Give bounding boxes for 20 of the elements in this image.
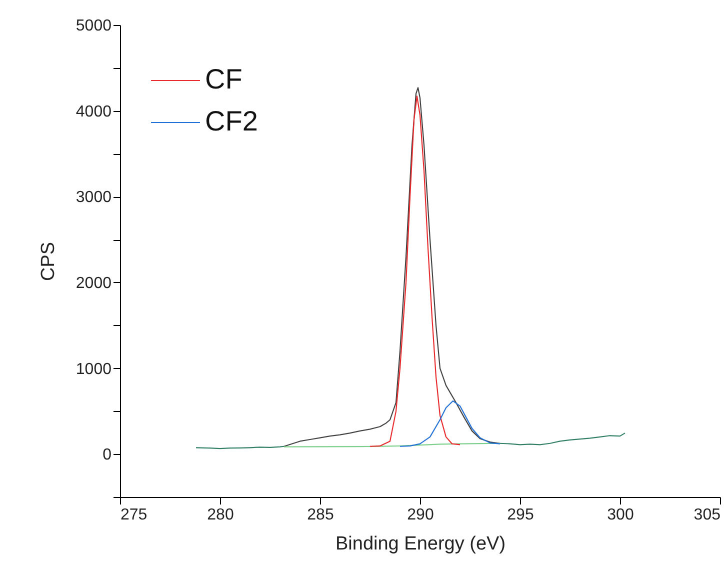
- y-tick-label: 3000: [76, 189, 112, 206]
- x-tick-label: 285: [307, 506, 334, 524]
- x-axis-title: Binding Energy (eV): [335, 534, 506, 554]
- line-series: [369, 96, 461, 447]
- legend-label: CF: [205, 64, 242, 94]
- x-tick-label: 300: [607, 506, 634, 524]
- y-tick-label: 1000: [76, 360, 112, 378]
- legend-label: CF2: [205, 106, 258, 136]
- line-series: [283, 87, 501, 447]
- y-tick-label: 0: [102, 446, 112, 464]
- y-tick-label: 2000: [76, 274, 112, 292]
- x-tick-label: 305: [694, 506, 721, 524]
- x-tick-label: 290: [407, 506, 434, 524]
- x-tick-label: 275: [120, 506, 148, 524]
- x-tick-label: 280: [207, 506, 234, 524]
- y-axis-title: CPS: [38, 242, 59, 282]
- y-tick-label: 5000: [76, 18, 112, 34]
- line-series: [399, 400, 501, 447]
- y-tick-label: 4000: [76, 103, 112, 120]
- x-tick-label: 295: [507, 506, 534, 524]
